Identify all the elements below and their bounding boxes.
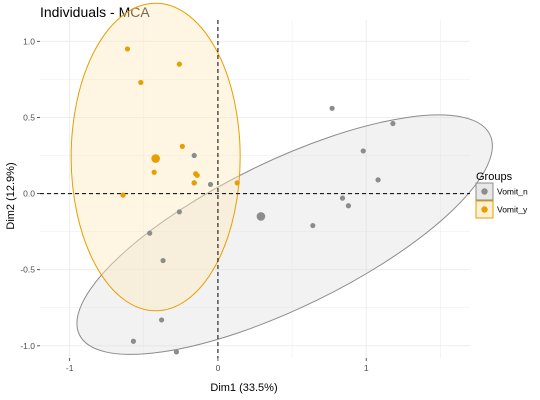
legend-title: Groups: [476, 171, 513, 183]
point-vomit-n: [310, 222, 316, 229]
point-vomit-y: [151, 169, 157, 175]
legend-label-vomit-y: Vomit_y: [497, 205, 528, 215]
point-vomit-n: [130, 338, 137, 344]
legend-dot-vomit-n: [481, 188, 488, 195]
point-vomit-y: [120, 192, 126, 198]
point-vomit-n: [339, 195, 346, 201]
x-axis-title: Dim1 (33.5%): [210, 382, 277, 394]
point-vomit-n: [191, 152, 197, 159]
point-vomit-n: [375, 177, 381, 183]
point-vomit-n: [329, 105, 335, 111]
centroid-vomit-y: [151, 154, 160, 163]
point-vomit-y: [124, 46, 131, 52]
x-tick-label: -1: [66, 363, 74, 373]
y-tick-label: -1.0: [20, 341, 35, 351]
legend-label-vomit-n: Vomit_n: [497, 187, 528, 197]
x-tick-label: 1: [364, 363, 369, 373]
legend: Groups Vomit_n Vomit_y: [475, 171, 528, 219]
point-vomit-n: [158, 317, 165, 323]
point-vomit-n: [147, 230, 153, 236]
reference-lines: [40, 20, 470, 358]
confidence-ellipses: [70, 2, 493, 355]
point-vomit-n: [160, 257, 166, 264]
data-points: [120, 46, 396, 355]
point-vomit-y: [191, 180, 197, 186]
point-vomit-y: [176, 61, 182, 67]
point-vomit-y: [179, 143, 185, 149]
point-vomit-y: [138, 79, 144, 86]
point-vomit-n: [176, 209, 182, 215]
point-vomit-y: [194, 172, 200, 178]
point-vomit-n: [173, 349, 180, 355]
y-axis-title: Dim2 (12.9%): [5, 162, 17, 229]
centroid-vomit-n: [256, 212, 266, 221]
y-tick-label: 0.5: [23, 112, 35, 122]
y-tick-label: 0.0: [23, 189, 35, 199]
point-vomit-n: [207, 181, 214, 188]
y-tick-label: -0.5: [20, 265, 35, 275]
y-tick-label: 1.0: [23, 36, 35, 46]
chart-title: Individuals - MCA: [40, 4, 150, 20]
ellipse-vomit-n: [76, 114, 493, 355]
point-vomit-n: [390, 120, 396, 127]
y-axis-ticks: 1.0 0.5 0.0 -0.5 -1.0: [20, 36, 40, 351]
point-vomit-n: [345, 203, 352, 209]
x-axis-ticks: -1 0 1: [66, 358, 369, 373]
x-tick-label: 0: [216, 363, 221, 373]
point-vomit-n: [360, 148, 366, 154]
point-vomit-y: [234, 180, 240, 186]
legend-dot-vomit-y: [481, 206, 488, 213]
